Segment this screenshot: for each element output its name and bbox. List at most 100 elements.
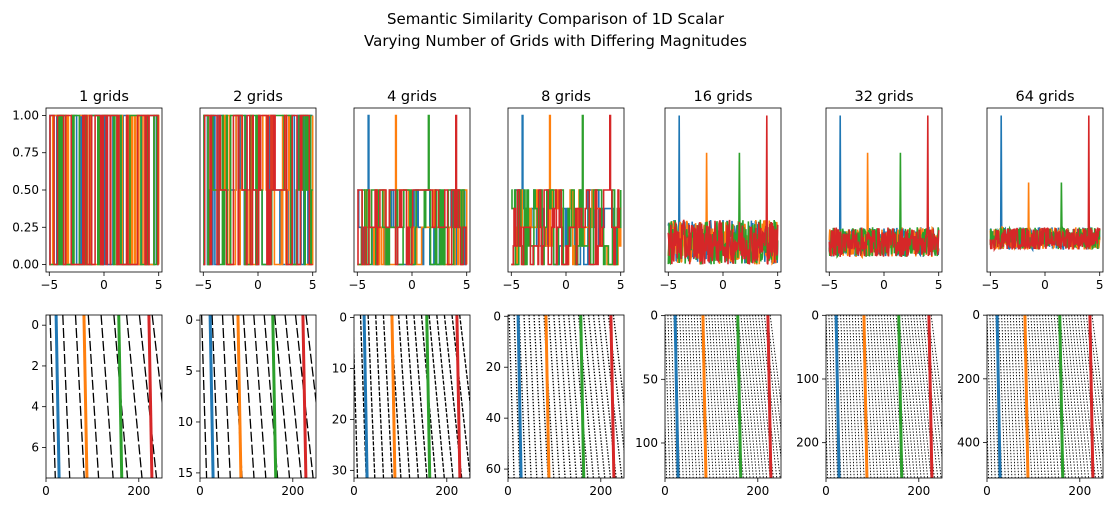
- x-tick-label: −5: [194, 278, 212, 292]
- x-tick-label: 200: [281, 484, 304, 498]
- x-tick-label: −5: [40, 278, 58, 292]
- y-tick-label: 40: [486, 411, 501, 425]
- axes-frame: [45, 314, 163, 479]
- y-tick-label: 0.75: [12, 146, 39, 160]
- marker-line-2: [1023, 315, 1030, 478]
- x-tick-label: 0: [719, 278, 727, 292]
- x-tick-label: −5: [502, 278, 520, 292]
- series-line-4: [49, 114, 159, 266]
- y-tick-label: 20: [332, 412, 347, 426]
- series-line-4: [203, 114, 313, 266]
- y-tick-label: 2: [31, 359, 39, 373]
- marker-line-4: [927, 315, 934, 478]
- heatmap-panel-8: 0 200 0 20 40 60: [486, 309, 625, 498]
- plot-area: [354, 315, 470, 478]
- line-panel-2: −5 0 5 2 grids: [194, 89, 316, 292]
- y-tick-label: 0: [185, 313, 193, 327]
- marker-line-3: [897, 315, 904, 478]
- x-tick-label: −5: [348, 278, 366, 292]
- figure-title-line-2: Varying Number of Grids with Differing M…: [364, 32, 747, 50]
- plot-area: [826, 315, 942, 478]
- x-tick-label: 0: [42, 484, 50, 498]
- marker-line-4: [609, 315, 616, 478]
- x-tick-label: 0: [983, 484, 991, 498]
- heatmap-panel-1: 0 200 0 2 4 6: [31, 314, 163, 498]
- panel-title: 1 grids: [79, 89, 129, 105]
- line-panel-32: −5 0 5 32 grids: [820, 89, 942, 292]
- axes-frame: [199, 314, 317, 479]
- panel-title: 16 grids: [693, 89, 752, 105]
- plot-area: [828, 115, 940, 260]
- panel-title: 4 grids: [387, 89, 437, 105]
- y-tick-label: 200: [796, 436, 819, 450]
- x-tick-label: 5: [155, 278, 163, 292]
- plot-area: [511, 114, 622, 266]
- y-tick-label: 0.00: [12, 258, 39, 272]
- series-line-4: [357, 114, 467, 266]
- figure-title-line-1: Semantic Similarity Comparison of 1D Sca…: [387, 10, 724, 28]
- heatmap-panel-16: 0 200 0 50 100: [635, 309, 782, 498]
- plot-area: [46, 315, 162, 478]
- panel-title: 8 grids: [541, 89, 591, 105]
- plot-area: [357, 114, 468, 266]
- series-line-4: [828, 115, 940, 257]
- axes-frame: [664, 314, 782, 479]
- x-tick-label: 0: [661, 484, 669, 498]
- x-tick-label: 0: [1041, 278, 1049, 292]
- y-tick-label: 15: [178, 466, 193, 480]
- heatmap-panel-32: 0 200 0 100 200: [796, 308, 943, 498]
- y-tick-label: 0: [339, 311, 347, 325]
- plot-area: [665, 315, 781, 478]
- axes-frame: [986, 314, 1104, 479]
- axes-frame: [825, 314, 943, 479]
- marker-line-4: [147, 315, 154, 478]
- x-tick-label: 0: [254, 278, 262, 292]
- y-tick-label: 4: [31, 400, 39, 414]
- x-tick-label: 0: [350, 484, 358, 498]
- x-tick-label: 200: [127, 484, 150, 498]
- y-tick-label: 0: [811, 308, 819, 322]
- y-tick-label: 200: [957, 372, 980, 386]
- x-tick-label: 200: [746, 484, 769, 498]
- x-tick-label: −5: [820, 278, 838, 292]
- marker-line-3: [117, 315, 124, 478]
- y-tick-label: 20: [486, 360, 501, 374]
- panel-title: 64 grids: [1015, 89, 1074, 105]
- marker-line-1: [834, 315, 841, 478]
- heatmap-panel-4: 0 200 0 10 20 30: [332, 311, 471, 498]
- marker-line-3: [271, 315, 278, 478]
- marker-line-1: [995, 315, 1002, 478]
- x-tick-label: 0: [880, 278, 888, 292]
- line-panel-16: −5 0 5 16 grids: [659, 89, 781, 292]
- y-tick-label: 10: [178, 415, 193, 429]
- plot-area: [200, 315, 316, 478]
- y-tick-label: 0: [650, 309, 658, 323]
- series-line-4: [511, 114, 621, 266]
- x-tick-label: 200: [589, 484, 612, 498]
- marker-line-1: [54, 315, 61, 478]
- y-tick-label: 0.50: [12, 183, 39, 197]
- line-panel-64: −5 0 5 64 grids: [981, 89, 1103, 292]
- marker-line-2: [236, 315, 243, 478]
- marker-line-1: [516, 315, 523, 478]
- x-tick-label: 5: [935, 278, 943, 292]
- marker-line-3: [1058, 315, 1065, 478]
- marker-line-4: [455, 315, 462, 478]
- marker-line-3: [425, 315, 432, 478]
- x-tick-label: 200: [907, 484, 930, 498]
- x-tick-label: 5: [1096, 278, 1104, 292]
- x-tick-label: 5: [309, 278, 317, 292]
- plot-area: [508, 315, 624, 478]
- line-panel-1: −5 0 5 0.00 0.25 0.50 0.75 1.00 1 grids: [12, 89, 162, 292]
- marker-line-4: [766, 315, 773, 478]
- x-tick-label: 200: [1068, 484, 1091, 498]
- x-tick-label: 5: [774, 278, 782, 292]
- marker-line-4: [301, 315, 308, 478]
- y-tick-label: 100: [635, 436, 658, 450]
- line-panel-4: −5 0 5 4 grids: [348, 89, 470, 292]
- marker-line-2: [82, 315, 89, 478]
- axes-frame: [353, 314, 471, 479]
- x-tick-label: 5: [463, 278, 471, 292]
- marker-line-2: [862, 315, 869, 478]
- series-line-4: [989, 115, 1101, 253]
